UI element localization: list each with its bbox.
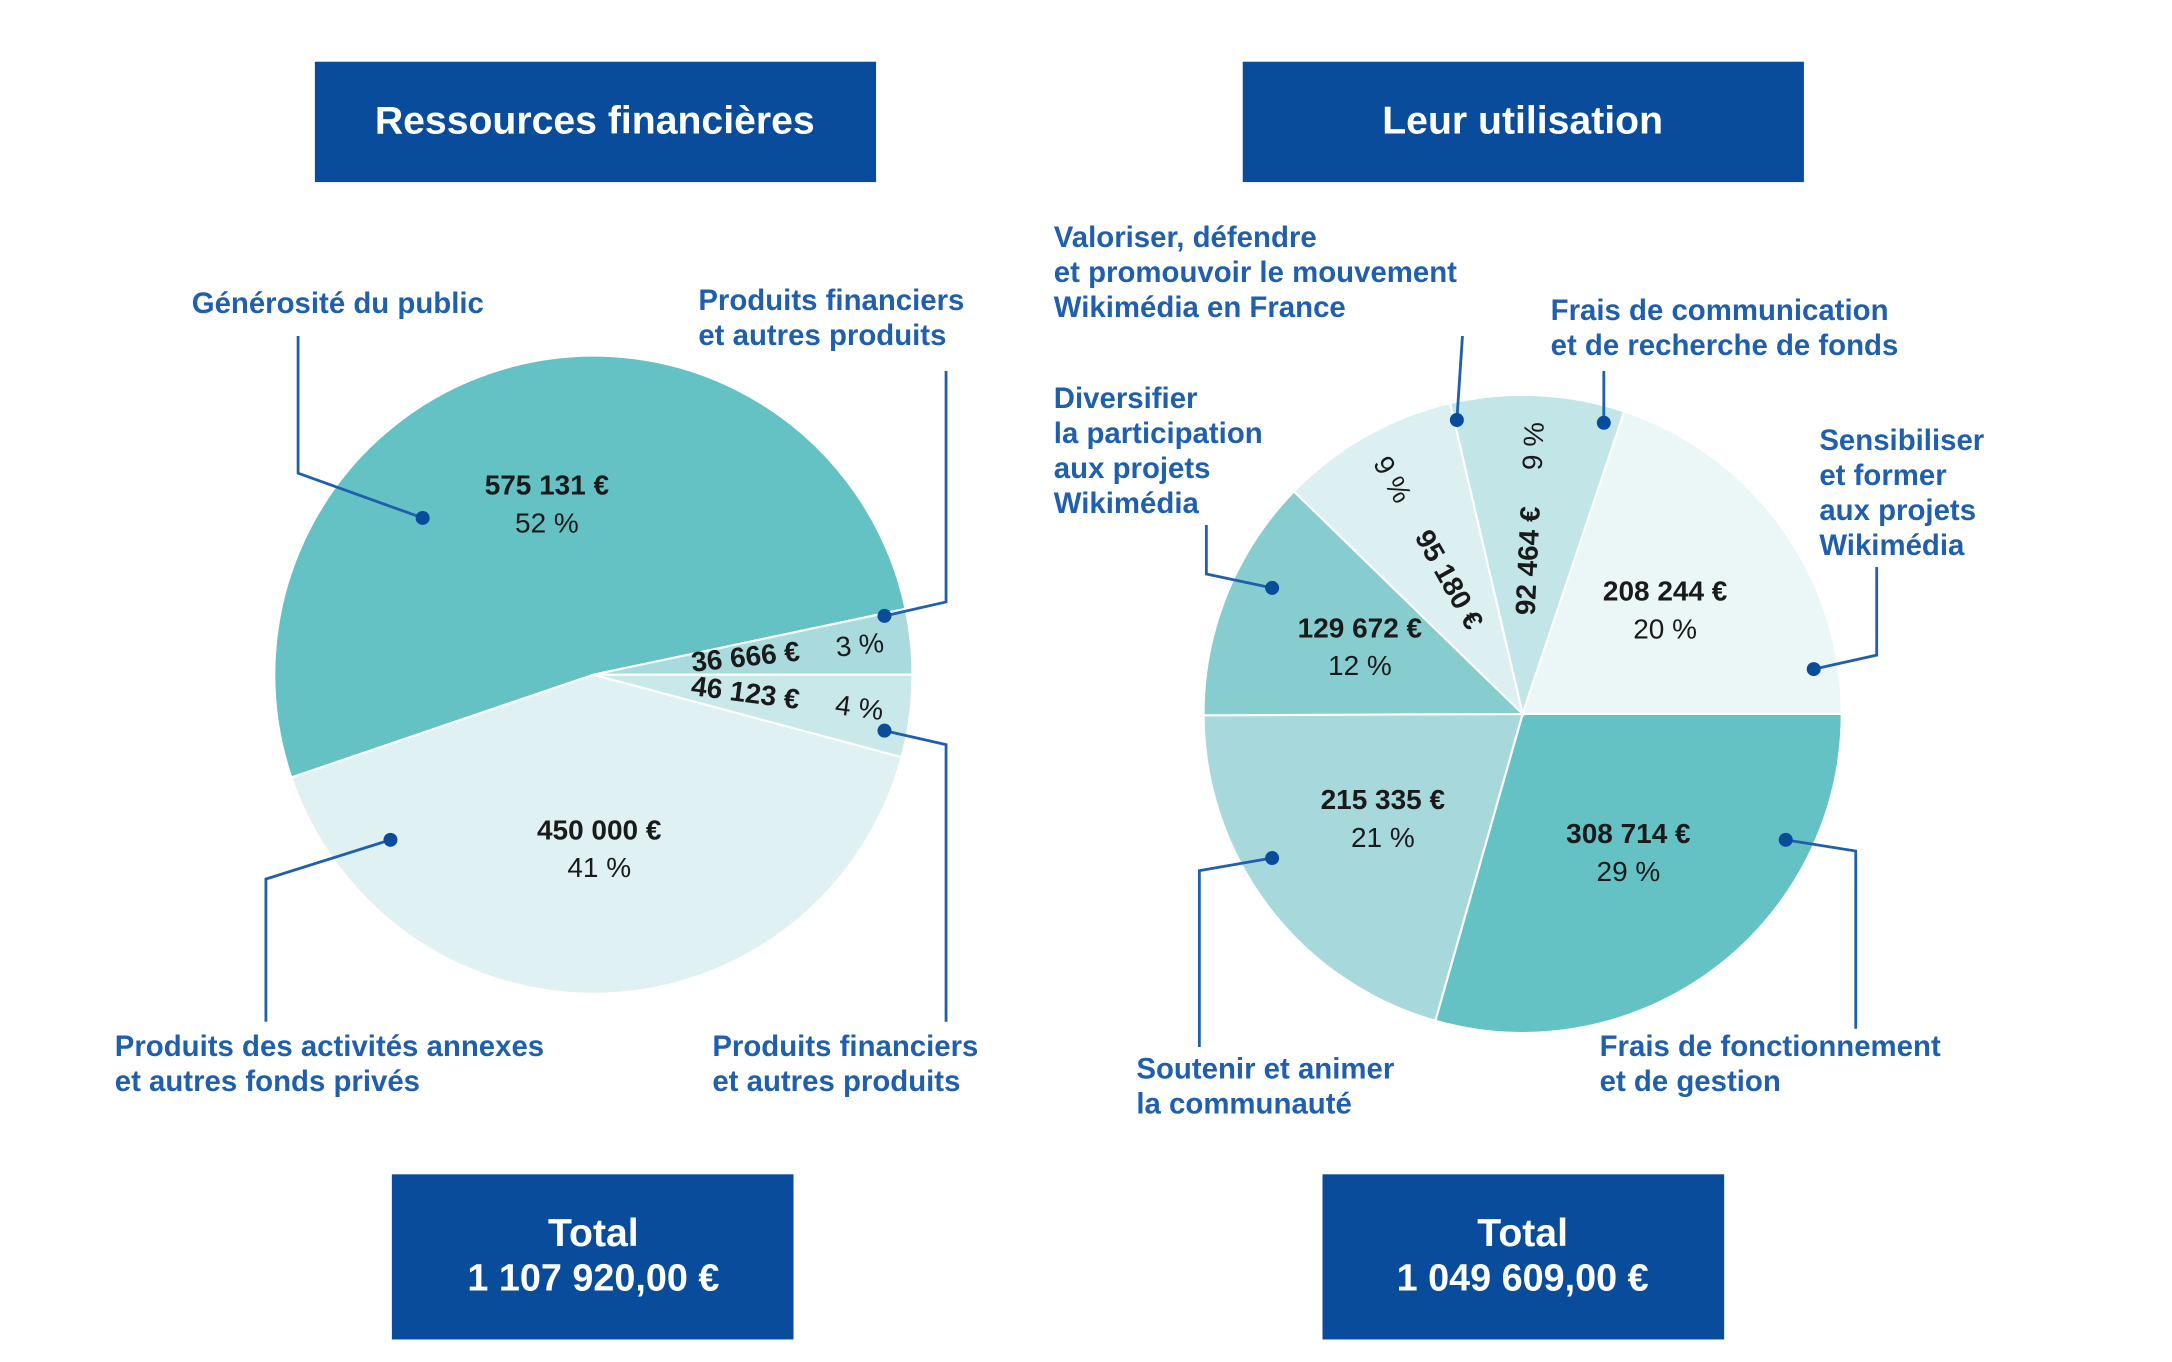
legend-label: Produits financiers (698, 284, 964, 317)
total-label: Total (548, 1212, 639, 1255)
leader-line (884, 371, 948, 618)
total-label: Total (1477, 1212, 1568, 1255)
percent-label: 41 % (567, 852, 631, 883)
total-value: 1 049 609,00 € (1397, 1258, 1649, 1300)
leader-dot (1449, 412, 1464, 427)
chart-title: Leur utilisation (1382, 100, 1663, 143)
leader-dot (1265, 851, 1280, 866)
pie-slice (1202, 712, 1525, 1023)
value-label: 129 672 € (1298, 612, 1423, 643)
legend-label: et autres produits (712, 1065, 960, 1098)
pie-slice (1202, 489, 1526, 717)
percent-label: 9 % (1517, 421, 1550, 471)
percent-label: 4 % (833, 689, 885, 726)
legend-label: Valoriser, défendre (1054, 221, 1317, 254)
legend-label: et former (1819, 459, 1946, 492)
leader-dot (1265, 580, 1280, 595)
leader-line (264, 838, 391, 1022)
legend-label: la communauté (1136, 1088, 1351, 1121)
leader-dot (877, 608, 892, 623)
legend-label: Frais de fonctionnement (1600, 1030, 1941, 1063)
total-box (391, 1174, 794, 1340)
legend-label: Wikimédia (1054, 487, 1200, 520)
pie-slice (1292, 401, 1525, 718)
leader-line (1813, 566, 1879, 671)
value-label: 575 131 € (485, 470, 610, 501)
title-box (1242, 61, 1804, 183)
leader-dot (877, 723, 892, 738)
leader-line (884, 729, 948, 1022)
leader-dot (415, 510, 430, 525)
legend-label: la participation (1054, 417, 1263, 450)
legend-label: Générosité du public (192, 287, 484, 320)
leader-line (1197, 856, 1273, 1047)
leader-dot (383, 832, 398, 847)
leader-line (1455, 335, 1464, 421)
legend-label: aux projets (1054, 452, 1211, 485)
legend-label: Frais de communication (1551, 294, 1889, 327)
percent-label: 12 % (1328, 650, 1392, 681)
leader-line (1204, 524, 1273, 590)
pie-slice (1434, 712, 1843, 1035)
value-label: 92 464 € (1510, 505, 1546, 616)
percent-label: 3 % (834, 627, 885, 663)
legend-label: Wikimédia en France (1054, 291, 1346, 324)
leader-dot (1806, 662, 1821, 677)
title-box (314, 61, 877, 183)
total-value: 1 107 920,00 € (467, 1258, 719, 1300)
leader-dot (1778, 832, 1793, 847)
legend-label: Sensibiliser (1819, 424, 1984, 457)
legend-label: Diversifier (1054, 382, 1198, 415)
percent-label: 21 % (1351, 822, 1415, 853)
leader-dot (1596, 415, 1611, 430)
legend-label: et autres fonds privés (115, 1065, 420, 1098)
legend-label: et de gestion (1600, 1065, 1781, 1098)
legend-label: aux projets (1819, 494, 1976, 527)
total-box (1322, 1174, 1725, 1340)
value-label: 208 244 € (1603, 576, 1728, 607)
pie-slice (273, 354, 907, 779)
legend-label: Wikimédia (1819, 529, 1965, 562)
legend-label: et de recherche de fonds (1551, 329, 1899, 362)
legend-label: Produits financiers (712, 1030, 978, 1063)
pie-slice (289, 673, 903, 995)
legend-label: et promouvoir le mouvement (1054, 256, 1457, 289)
value-label: 215 335 € (1321, 784, 1446, 815)
pie-slice (1448, 393, 1626, 718)
pie-slice (1521, 410, 1843, 715)
pies (273, 354, 1843, 1035)
value-label: 308 714 € (1566, 818, 1691, 849)
chart-title: Ressources financières (375, 100, 815, 143)
legend-label: Produits des activités annexes (115, 1030, 544, 1063)
legend-label: et autres produits (698, 319, 946, 352)
value-label: 450 000 € (537, 814, 662, 845)
leader-line (296, 336, 424, 520)
percent-label: 52 % (515, 507, 579, 538)
percent-label: 29 % (1597, 856, 1661, 887)
leader-line (1785, 838, 1858, 1029)
percent-label: 20 % (1633, 613, 1697, 644)
legend-label: Soutenir et animer (1136, 1053, 1394, 1086)
leader-lines (264, 335, 1879, 1047)
